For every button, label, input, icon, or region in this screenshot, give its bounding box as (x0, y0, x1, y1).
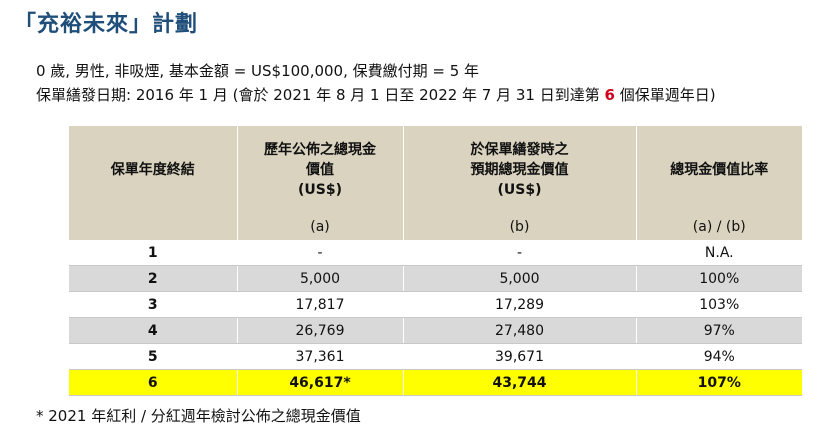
assumption-line: 0 歲, 男性, 非吸煙, 基本金額 = US$100,000, 保費繳付期 =… (36, 62, 480, 80)
table-subheader-row: (a) (b) (a) / (b) (69, 214, 802, 240)
ratio-cell: 97% (636, 317, 802, 344)
cash-value-table: 保單年度終結 歷年公佈之總現金 價值 (US$) 於保單繕發時之 預期總現金價值… (69, 126, 802, 396)
table-row: 1 - - N.A. (69, 240, 802, 266)
issue-date-prefix: 保單繕發日期: 2016 年 1 月 (會於 2021 年 8 月 1 日至 2… (36, 86, 605, 104)
table-header-row: 保單年度終結 歷年公佈之總現金 價值 (US$) 於保單繕發時之 預期總現金價值… (69, 126, 802, 214)
projected-value-cell: 43,744 (403, 369, 637, 396)
header-line: (US$) (298, 182, 342, 198)
projected-value-cell: 39,671 (403, 343, 637, 370)
subheader-cell: (a) / (b) (636, 214, 802, 240)
subheader-cell (69, 214, 238, 240)
table-row: 3 17,817 17,289 103% (69, 291, 802, 318)
page-title: 「充裕未來」計劃 (14, 12, 199, 37)
table-row: 2 5,000 5,000 100% (69, 265, 802, 292)
table-row: 5 37,361 39,671 94% (69, 343, 802, 370)
year-cell: 2 (69, 265, 238, 292)
header-line: (US$) (497, 182, 542, 198)
projected-value-cell: - (403, 240, 637, 266)
declared-value-cell: 17,817 (237, 291, 404, 318)
declared-value-cell: 5,000 (237, 265, 404, 292)
table-row: 4 26,769 27,480 97% (69, 317, 802, 344)
year-cell: 3 (69, 291, 238, 318)
ratio-cell: 100% (636, 265, 802, 292)
header-declared-cash-value: 歷年公佈之總現金 價值 (US$) (237, 126, 404, 214)
header-line: 預期總現金價值 (470, 162, 569, 178)
year-cell: 5 (69, 343, 238, 370)
declared-value-cell: 37,361 (237, 343, 404, 370)
ratio-cell: N.A. (636, 240, 802, 266)
year-cell: 6 (69, 369, 238, 396)
projected-value-cell: 27,480 (403, 317, 637, 344)
ratio-cell: 94% (636, 343, 802, 370)
year-cell: 1 (69, 240, 238, 266)
issue-date-line: 保單繕發日期: 2016 年 1 月 (會於 2021 年 8 月 1 日至 2… (36, 84, 716, 105)
declared-value-cell: - (237, 240, 404, 266)
projected-value-cell: 5,000 (403, 265, 637, 292)
footnote: * 2021 年紅利 / 分紅週年檢討公佈之總現金價值 (36, 407, 361, 425)
header-line: 歷年公佈之總現金 (264, 142, 376, 158)
projected-value-cell: 17,289 (403, 291, 637, 318)
header-line: 於保單繕發時之 (470, 142, 569, 158)
subheader-cell: (a) (237, 214, 404, 240)
anniversary-number: 6 (604, 86, 615, 104)
header-line: 價值 (306, 162, 334, 178)
issue-date-suffix: 個保單週年日) (614, 86, 716, 104)
ratio-cell: 107% (636, 369, 802, 396)
table-row-highlighted: 6 46,617* 43,744 107% (69, 369, 802, 396)
declared-value-cell: 46,617* (237, 369, 404, 396)
header-projected-cash-value: 於保單繕發時之 預期總現金價值 (US$) (403, 126, 637, 214)
declared-value-cell: 26,769 (237, 317, 404, 344)
ratio-cell: 103% (636, 291, 802, 318)
subheader-cell: (b) (403, 214, 637, 240)
header-policy-year: 保單年度終結 (69, 126, 238, 214)
year-cell: 4 (69, 317, 238, 344)
header-ratio: 總現金價值比率 (636, 126, 802, 214)
